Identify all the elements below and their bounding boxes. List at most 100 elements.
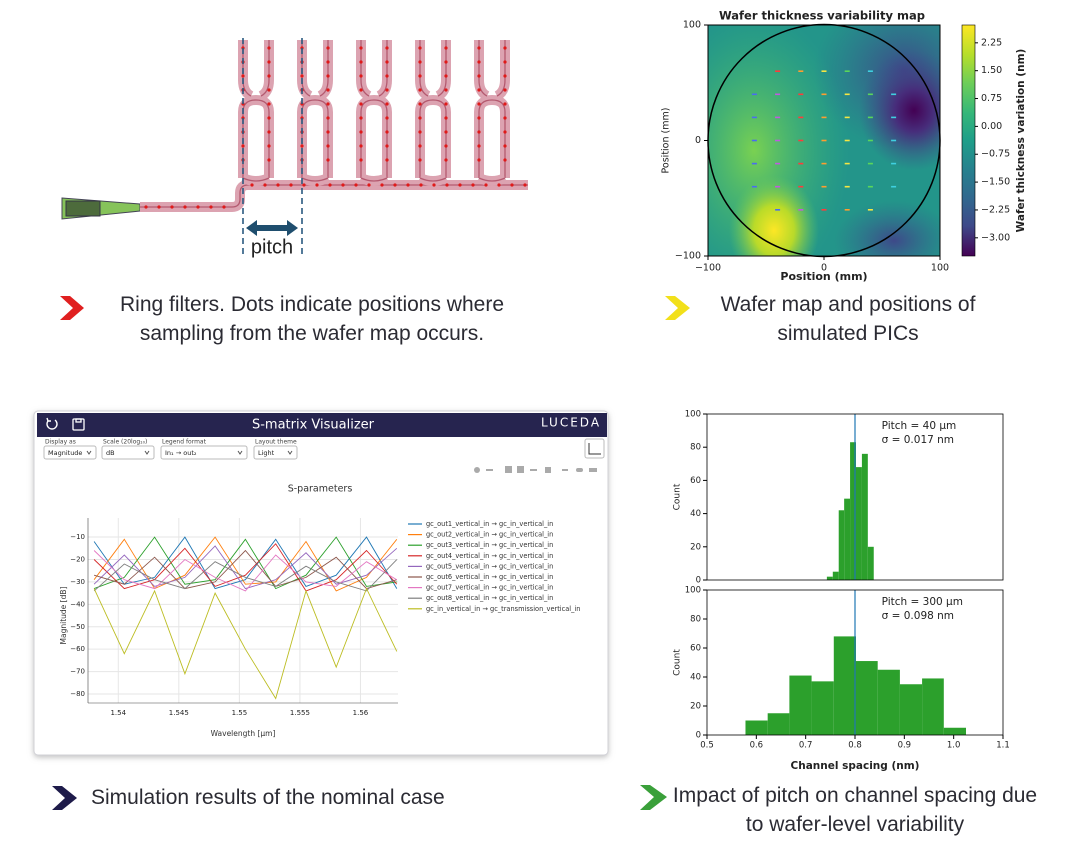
dropdown[interactable] <box>253 445 298 460</box>
sample-dot <box>444 60 448 64</box>
pitch-label: pitch <box>251 236 293 258</box>
sample-dot <box>393 183 397 187</box>
colorbar-tick-label: 1.50 <box>981 65 1002 76</box>
sample-dot <box>406 183 410 187</box>
sample-dot <box>170 205 174 209</box>
bar <box>855 661 878 735</box>
control-label: Scale (20log₁₀) <box>103 439 147 446</box>
legend-label: gc_out4_vertical_in → gc_in_vertical_in <box>426 552 553 560</box>
legend-label: gc_out3_vertical_in → gc_in_vertical_in <box>426 541 553 549</box>
waveguide-core <box>360 99 388 178</box>
brand: LUCEDA <box>541 416 601 430</box>
sample-dot <box>326 130 330 134</box>
x-tick-label: 0.7 <box>799 741 813 751</box>
sample-dot <box>418 116 422 120</box>
control-label: Display as <box>45 439 76 446</box>
sample-dot <box>267 144 271 148</box>
sample-dot <box>267 46 271 50</box>
y-tick-label: 100 <box>685 586 701 596</box>
bar <box>899 684 923 735</box>
sample-dot <box>300 144 304 148</box>
y-axis-label: Count <box>673 649 683 676</box>
sample-dot <box>444 144 448 148</box>
waveguide-core <box>140 184 528 208</box>
undo-icon[interactable] <box>46 417 58 430</box>
plot-toolbar[interactable] <box>474 466 597 473</box>
sample-dot <box>326 88 330 92</box>
sample-dot <box>503 158 507 162</box>
dropdown-caret <box>237 450 243 455</box>
y-tick-label: 40 <box>690 673 701 683</box>
control-label: Legend format <box>162 439 207 446</box>
dropdown[interactable] <box>160 445 248 460</box>
sample-dot <box>209 205 213 209</box>
y-tick-label: −70 <box>70 668 85 676</box>
chart-toggle[interactable] <box>584 438 605 459</box>
series-line <box>93 550 398 592</box>
sample-dot <box>380 183 384 187</box>
bar <box>838 510 845 580</box>
x-tick-label: 1.55 <box>232 709 248 717</box>
sample-dot <box>385 116 389 120</box>
sample-dot <box>444 102 448 106</box>
sample-dot <box>418 60 422 64</box>
chevron <box>665 296 690 320</box>
y-tick-label: 20 <box>690 702 701 712</box>
x-tick-label: −100 <box>695 263 721 274</box>
annotation: Pitch = 300 µm <box>882 596 963 608</box>
sample-dot <box>367 183 371 187</box>
sample-dot <box>477 102 481 106</box>
sample-dot <box>289 183 293 187</box>
y-axis-label: Count <box>673 483 683 510</box>
waveguide <box>238 95 274 178</box>
sample-dot <box>510 183 514 187</box>
sample-dot <box>250 183 254 187</box>
control-label: Layout theme <box>255 439 297 446</box>
dropdown[interactable] <box>43 445 97 460</box>
bar <box>943 727 966 735</box>
bar <box>844 498 851 580</box>
chart-toggle-icon <box>588 443 601 455</box>
legend-label: gc_out5_vertical_in → gc_in_vertical_in <box>426 562 553 570</box>
dropdown-caret <box>86 450 92 455</box>
series-line <box>93 543 398 592</box>
waveguide-core <box>360 40 370 97</box>
waveguide-core <box>378 40 388 97</box>
legend-label: gc_out1_vertical_in → gc_in_vertical_in <box>426 520 553 528</box>
legend-label: gc_out6_vertical_in → gc_in_vertical_in <box>426 573 553 581</box>
colorbar-tick-label: −2.25 <box>981 204 1010 215</box>
sample-dot <box>477 158 481 162</box>
bar <box>832 571 839 580</box>
sample-dot <box>359 130 363 134</box>
x-tick-label: 1.54 <box>110 709 126 717</box>
sample-dot <box>359 144 363 148</box>
bar <box>861 453 868 580</box>
y-tick-label: −60 <box>70 645 85 653</box>
waveguide-core <box>496 40 506 97</box>
sample-dot <box>385 144 389 148</box>
sample-dot <box>497 183 501 187</box>
legend-label: gc_out7_vertical_in → gc_in_vertical_in <box>426 584 553 592</box>
sample-dot <box>302 183 306 187</box>
sample-dot <box>477 60 481 64</box>
sample-dot <box>385 60 389 64</box>
dropdown[interactable] <box>101 445 155 460</box>
y-tick-label: 100 <box>685 410 701 420</box>
sample-dot <box>385 102 389 106</box>
waveguide <box>297 95 333 178</box>
sample-dot <box>523 183 527 187</box>
sample-dot <box>418 46 422 50</box>
sample-dot <box>432 183 436 187</box>
sample-dot <box>477 46 481 50</box>
y-axis-label: Magnitude [dB] <box>59 586 68 644</box>
sample-dot <box>267 60 271 64</box>
save-icon[interactable] <box>72 418 85 431</box>
waveguide <box>356 95 392 178</box>
waveguide-core <box>301 99 329 178</box>
sample-dot <box>326 74 330 78</box>
series-line <box>93 559 398 592</box>
bar <box>789 675 812 735</box>
bar <box>745 720 768 735</box>
waveguide-core <box>419 40 429 97</box>
sample-dot <box>444 46 448 50</box>
